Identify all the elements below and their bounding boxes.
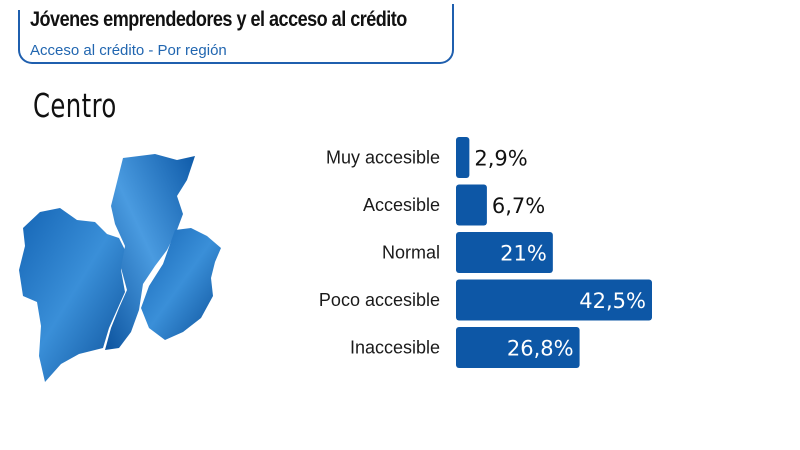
category-label: Poco accesible xyxy=(319,290,440,310)
category-label: Inaccesible xyxy=(350,338,440,358)
value-label: 2,9% xyxy=(474,147,527,171)
header-frame xyxy=(17,0,454,64)
value-label: 21% xyxy=(500,242,547,266)
chart-subtitle: Acceso al crédito - Por región xyxy=(30,42,227,59)
value-label: 42,5% xyxy=(579,289,646,313)
bar xyxy=(456,327,580,368)
value-label: 26,8% xyxy=(507,337,574,361)
region-title: Centro xyxy=(33,86,117,125)
bar xyxy=(456,279,652,321)
category-label: Muy accesible xyxy=(326,148,440,168)
region-map xyxy=(19,154,221,382)
bar xyxy=(456,184,487,226)
category-label: Normal xyxy=(382,243,440,263)
value-label: 6,7% xyxy=(492,194,545,218)
province-west xyxy=(19,208,125,382)
province-east xyxy=(141,228,221,340)
category-label: Accesible xyxy=(363,195,440,215)
bar xyxy=(456,137,470,178)
bar xyxy=(456,232,553,273)
chart-title: Jóvenes emprendedores y el acceso al cré… xyxy=(30,8,407,31)
province-center xyxy=(105,154,195,350)
